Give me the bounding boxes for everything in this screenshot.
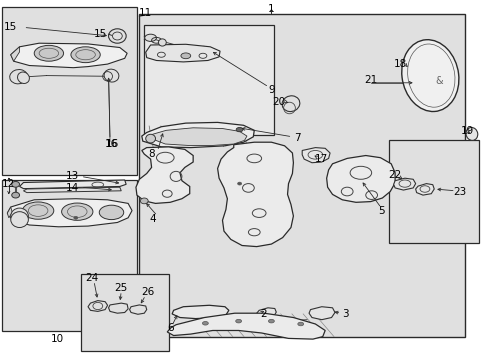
Ellipse shape xyxy=(140,198,148,204)
Ellipse shape xyxy=(465,127,477,140)
Ellipse shape xyxy=(235,319,241,323)
Polygon shape xyxy=(415,184,433,195)
Polygon shape xyxy=(20,180,126,189)
Text: 13: 13 xyxy=(65,171,79,181)
Text: 20: 20 xyxy=(272,96,285,107)
Bar xyxy=(2,7,137,175)
Polygon shape xyxy=(145,44,220,62)
Text: 24: 24 xyxy=(85,273,99,283)
Ellipse shape xyxy=(268,319,274,323)
Bar xyxy=(388,140,478,243)
Text: 5: 5 xyxy=(377,206,384,216)
Text: 3: 3 xyxy=(341,309,348,319)
Ellipse shape xyxy=(11,208,28,224)
Polygon shape xyxy=(129,305,146,314)
Ellipse shape xyxy=(104,69,119,82)
Polygon shape xyxy=(152,128,246,145)
Polygon shape xyxy=(326,156,394,202)
Ellipse shape xyxy=(74,216,78,219)
Text: 14: 14 xyxy=(65,183,79,193)
Text: 19: 19 xyxy=(460,126,473,136)
Text: 10: 10 xyxy=(51,334,64,344)
Ellipse shape xyxy=(12,181,20,187)
Ellipse shape xyxy=(237,182,241,185)
Bar xyxy=(139,14,464,337)
Text: 22: 22 xyxy=(387,170,401,180)
Text: 17: 17 xyxy=(314,154,328,164)
Polygon shape xyxy=(108,303,128,313)
Text: 25: 25 xyxy=(114,283,128,293)
Ellipse shape xyxy=(282,96,299,112)
Polygon shape xyxy=(7,199,132,227)
Polygon shape xyxy=(217,142,293,247)
Bar xyxy=(144,25,273,135)
Bar xyxy=(2,180,137,331)
Ellipse shape xyxy=(158,39,166,46)
Polygon shape xyxy=(167,313,325,339)
Text: 15: 15 xyxy=(93,29,106,39)
Text: &: & xyxy=(434,76,442,86)
Text: 1: 1 xyxy=(267,4,274,14)
Ellipse shape xyxy=(12,192,20,198)
Polygon shape xyxy=(88,301,107,311)
Text: 26: 26 xyxy=(141,287,154,297)
Text: 15: 15 xyxy=(4,22,18,32)
Polygon shape xyxy=(172,305,228,319)
Ellipse shape xyxy=(11,212,28,228)
Bar xyxy=(81,274,168,351)
Ellipse shape xyxy=(181,53,190,59)
Polygon shape xyxy=(393,178,415,190)
Ellipse shape xyxy=(18,72,29,84)
Polygon shape xyxy=(142,122,254,148)
Polygon shape xyxy=(11,43,127,68)
Text: 18: 18 xyxy=(392,59,406,69)
Text: 6: 6 xyxy=(166,323,173,333)
Ellipse shape xyxy=(10,69,27,84)
Polygon shape xyxy=(11,47,20,61)
Text: 2: 2 xyxy=(259,309,266,319)
Ellipse shape xyxy=(145,134,155,143)
Text: 16: 16 xyxy=(105,139,119,149)
Ellipse shape xyxy=(71,47,100,63)
Text: 23: 23 xyxy=(452,186,466,197)
Polygon shape xyxy=(302,148,329,163)
Ellipse shape xyxy=(22,202,54,219)
Ellipse shape xyxy=(99,205,123,220)
Ellipse shape xyxy=(202,321,208,325)
Ellipse shape xyxy=(236,127,243,132)
Text: 12: 12 xyxy=(2,179,16,189)
Polygon shape xyxy=(23,187,121,193)
Ellipse shape xyxy=(61,203,93,220)
Polygon shape xyxy=(256,308,276,318)
Ellipse shape xyxy=(401,40,458,112)
Polygon shape xyxy=(136,147,193,203)
Ellipse shape xyxy=(297,322,303,326)
Text: 16: 16 xyxy=(104,139,118,149)
Ellipse shape xyxy=(34,45,63,61)
Ellipse shape xyxy=(144,34,156,41)
Text: 4: 4 xyxy=(149,213,156,224)
Text: 9: 9 xyxy=(268,85,275,95)
Text: 11: 11 xyxy=(139,8,152,18)
Polygon shape xyxy=(7,207,12,218)
Text: 7: 7 xyxy=(293,132,300,143)
Text: 21: 21 xyxy=(363,75,377,85)
Polygon shape xyxy=(308,307,334,320)
Text: 8: 8 xyxy=(148,149,155,159)
